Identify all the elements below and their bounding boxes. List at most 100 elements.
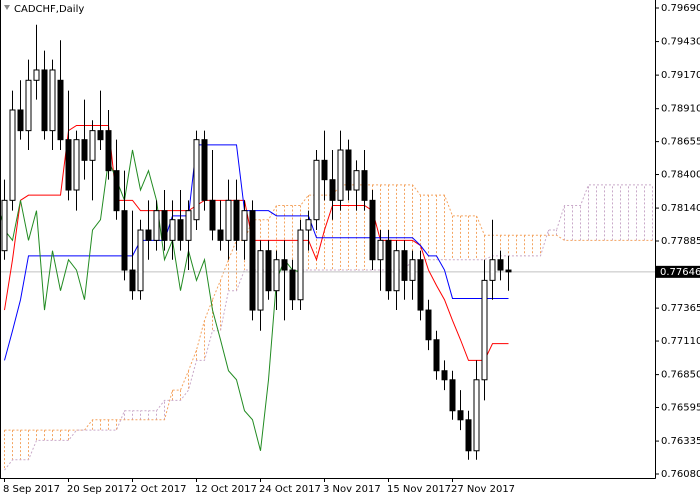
candle-body — [41, 69, 48, 132]
y-tick-label: 0.77365 — [661, 303, 700, 314]
candle — [393, 240, 400, 311]
candle-body — [153, 210, 160, 241]
candle-body — [65, 139, 72, 191]
candle-body — [473, 379, 480, 452]
candle — [329, 149, 336, 220]
candle — [225, 179, 232, 260]
candle-body — [337, 149, 344, 201]
candle-body — [57, 79, 64, 141]
candle-body — [497, 259, 504, 271]
candle-body — [313, 159, 320, 221]
candle — [49, 59, 56, 150]
y-tick-label: 0.76080 — [661, 469, 700, 480]
y-tick-label: 0.77110 — [661, 336, 700, 347]
candle-body — [329, 179, 336, 201]
candle-body — [353, 170, 360, 191]
candle — [353, 160, 360, 211]
candle-body — [425, 309, 432, 341]
candle-body — [137, 229, 144, 292]
candle — [249, 200, 256, 321]
candle-body — [385, 239, 392, 292]
candle — [401, 240, 408, 300]
candle — [89, 120, 96, 201]
candle-body — [121, 210, 128, 271]
candle — [217, 200, 224, 251]
candle-body — [177, 219, 184, 241]
candle-body — [249, 210, 256, 311]
candle-body — [89, 130, 96, 161]
candle-body — [417, 259, 424, 311]
y-tick-label: 0.78140 — [661, 203, 700, 214]
tenkan-line — [4, 124, 509, 361]
chikou-line — [0, 149, 301, 451]
candle — [425, 299, 432, 351]
y-tick-label: 0.78910 — [661, 104, 700, 115]
candle-body — [361, 170, 368, 201]
candle-body — [281, 259, 288, 271]
candle — [409, 250, 416, 300]
candle — [265, 240, 272, 300]
symbol-icon — [4, 5, 10, 10]
candle — [145, 200, 152, 260]
current-price-label: 0.77646 — [660, 267, 700, 278]
y-tick-label: 0.79170 — [661, 70, 700, 81]
candle — [185, 200, 192, 271]
candle — [369, 190, 376, 271]
x-tick-label: 8 Sep 2017 — [3, 484, 60, 495]
candle-body — [201, 139, 208, 201]
candle — [161, 190, 168, 251]
candle-body — [129, 269, 136, 292]
candle — [153, 200, 160, 251]
candle — [281, 240, 288, 321]
x-tick-label: 2 Oct 2017 — [131, 484, 186, 495]
candle — [377, 230, 384, 291]
candle — [81, 99, 88, 180]
y-tick-label: 0.76335 — [661, 436, 700, 447]
candle — [169, 200, 176, 260]
y-tick-label: 0.77885 — [661, 236, 700, 247]
candle-body — [105, 130, 112, 172]
candle — [361, 149, 368, 211]
candle-body — [305, 219, 312, 231]
candle-body — [1, 199, 8, 252]
candle — [129, 210, 136, 300]
candle — [97, 90, 104, 150]
candle — [57, 40, 64, 150]
current-price-box — [656, 265, 700, 278]
candle — [449, 370, 456, 420]
candle — [433, 330, 440, 380]
candle-body — [97, 130, 104, 141]
candle — [457, 390, 464, 431]
candle-body — [273, 259, 280, 292]
candle-body — [81, 139, 88, 161]
candle — [209, 149, 216, 241]
chart-title: CADCHF,Daily — [14, 4, 84, 15]
candle — [337, 130, 344, 211]
candle — [1, 179, 8, 260]
candle — [305, 210, 312, 251]
candle — [441, 360, 448, 391]
candle-body — [449, 379, 456, 412]
candle — [65, 90, 72, 201]
candle-body — [465, 419, 472, 452]
x-tick-label: 27 Nov 2017 — [451, 484, 515, 495]
candle — [465, 410, 472, 460]
y-tick-label: 0.78655 — [661, 137, 700, 148]
candle-body — [145, 229, 152, 241]
candle-body — [241, 210, 248, 241]
candle-body — [481, 279, 488, 381]
x-tick-label: 3 Nov 2017 — [323, 484, 381, 495]
candle — [41, 50, 48, 140]
candle — [497, 250, 504, 281]
candle — [193, 130, 200, 231]
candle-body — [225, 199, 232, 241]
candle — [481, 259, 488, 401]
y-tick-label: 0.79690 — [661, 3, 700, 14]
candle — [241, 200, 248, 260]
candle-body — [265, 250, 272, 292]
candle-body — [113, 170, 120, 212]
candle-body — [369, 199, 376, 261]
candle-body — [257, 250, 264, 311]
candle-body — [393, 250, 400, 292]
candle — [113, 139, 120, 220]
